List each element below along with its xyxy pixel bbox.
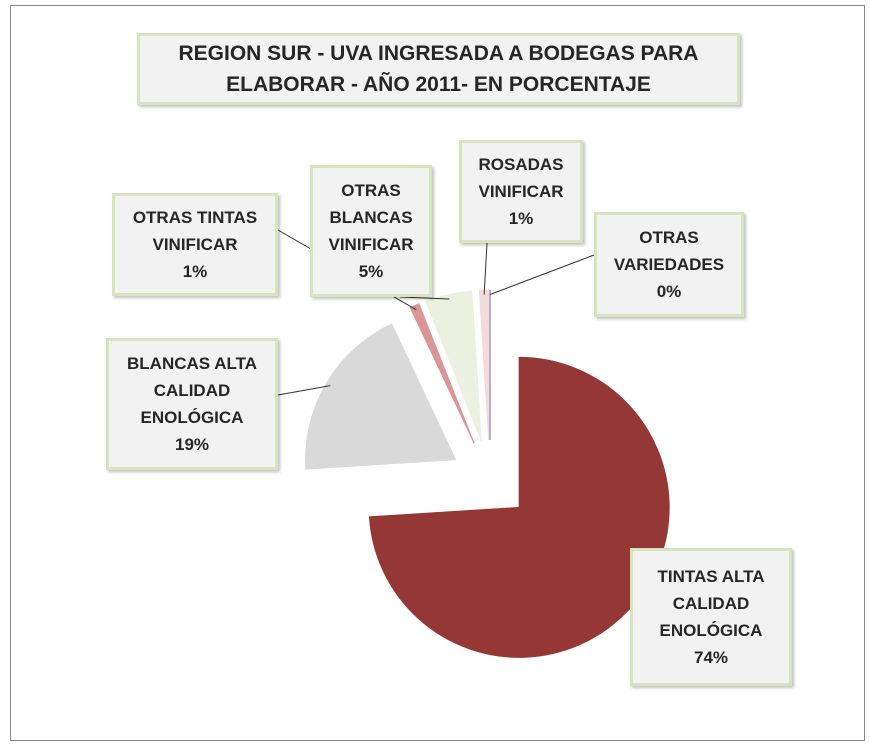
value-label: 74%	[693, 648, 729, 667]
category-label: TINTAS ALTA CALIDAD ENOLÓGICA	[657, 567, 765, 640]
chart-frame	[10, 5, 865, 741]
pie-slice	[368, 356, 670, 658]
label-text: OTRAS VARIEDADES 0%	[601, 224, 737, 305]
category-label: OTRAS BLANCAS VINIFICAR	[328, 181, 414, 254]
chart-title: REGION SUR - UVA INGRESADA A BODEGAS PAR…	[137, 33, 740, 105]
value-label: 0%	[656, 282, 682, 301]
label-text: OTRAS TINTAS VINIFICAR 1%	[119, 204, 271, 285]
pie-slice	[409, 303, 475, 444]
label-text: ROSADAS VINIFICAR 1%	[466, 151, 576, 232]
leader-line	[399, 296, 450, 300]
data-label: OTRAS TINTAS VINIFICAR 1%	[112, 193, 278, 296]
data-label: TINTAS ALTA CALIDAD ENOLÓGICA 74%	[630, 548, 792, 686]
category-label: ROSADAS VINIFICAR	[478, 155, 564, 201]
value-label: 1%	[182, 262, 208, 281]
value-label: 5%	[358, 262, 384, 281]
category-label: OTRAS TINTAS VINIFICAR	[132, 208, 258, 254]
leader-line	[483, 242, 488, 295]
category-label: OTRAS VARIEDADES	[613, 228, 725, 274]
value-label: 1%	[508, 209, 534, 228]
category-label: BLANCAS ALTA CALIDAD ENOLÓGICA	[127, 354, 257, 427]
label-text: OTRAS BLANCAS VINIFICAR 5%	[317, 177, 425, 285]
data-label: ROSADAS VINIFICAR 1%	[459, 140, 583, 243]
label-text: BLANCAS ALTA CALIDAD ENOLÓGICA 19%	[113, 350, 271, 458]
data-label: OTRAS BLANCAS VINIFICAR 5%	[310, 165, 432, 297]
pie-slice	[305, 323, 457, 470]
pie-slice	[478, 289, 490, 441]
data-label: BLANCAS ALTA CALIDAD ENOLÓGICA 19%	[106, 338, 278, 470]
label-text: TINTAS ALTA CALIDAD ENOLÓGICA 74%	[637, 563, 785, 671]
leader-line	[277, 385, 331, 396]
data-label: OTRAS VARIEDADES 0%	[594, 212, 744, 317]
pie-slice	[425, 290, 482, 442]
leader-line	[489, 254, 595, 295]
value-label: 19%	[174, 435, 210, 454]
